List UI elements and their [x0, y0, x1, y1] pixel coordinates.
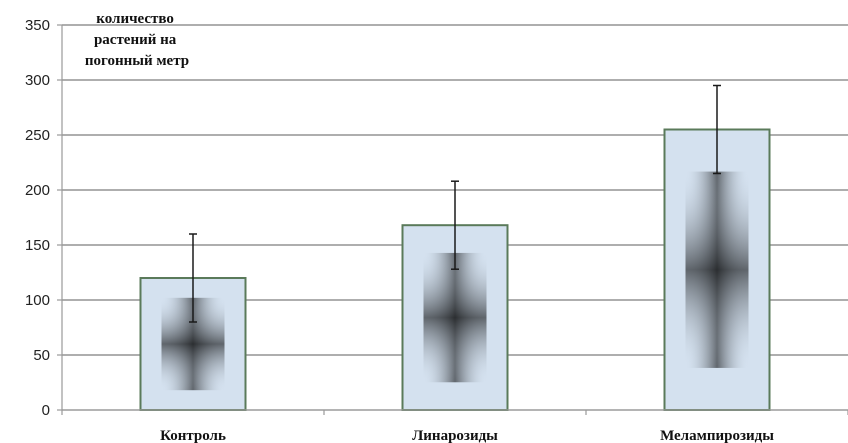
y-tick-labels: 0 50 100 150 200 250 300 350: [25, 17, 50, 419]
y-tick-label-350: 350: [25, 17, 50, 34]
category-label-1: Контроль: [160, 428, 226, 443]
y-axis-label: количество растений на погонный метр: [85, 11, 189, 69]
error-bar-3: [713, 84, 721, 175]
bar-2: [401, 224, 509, 411]
error-bar-1: [189, 233, 197, 323]
bar-1: [139, 277, 247, 411]
bars: [139, 128, 771, 411]
y-axis-label-line-1: количество: [96, 11, 174, 27]
bar-shade-vertical: [685, 171, 749, 368]
y-tick-label-200: 200: [25, 182, 50, 199]
y-tick-label-150: 150: [25, 237, 50, 254]
error-bar-2: [451, 180, 459, 270]
axes: [57, 24, 848, 415]
error-bars: [189, 84, 721, 323]
category-labels: Контроль Линарозиды Мелампирозиды: [160, 428, 774, 443]
bar-shade-vertical: [423, 252, 487, 383]
y-tick-label-50: 50: [33, 347, 50, 364]
y-tick-label-300: 300: [25, 72, 50, 89]
y-axis-label-line-3: погонный метр: [85, 53, 189, 69]
y-axis-label-line-2: растений на: [94, 32, 177, 48]
category-label-2: Линарозиды: [412, 428, 498, 443]
category-label-3: Мелампирозиды: [660, 428, 774, 443]
y-tick-label-0: 0: [42, 402, 50, 419]
y-tick-label-100: 100: [25, 292, 50, 309]
y-tick-label-250: 250: [25, 127, 50, 144]
